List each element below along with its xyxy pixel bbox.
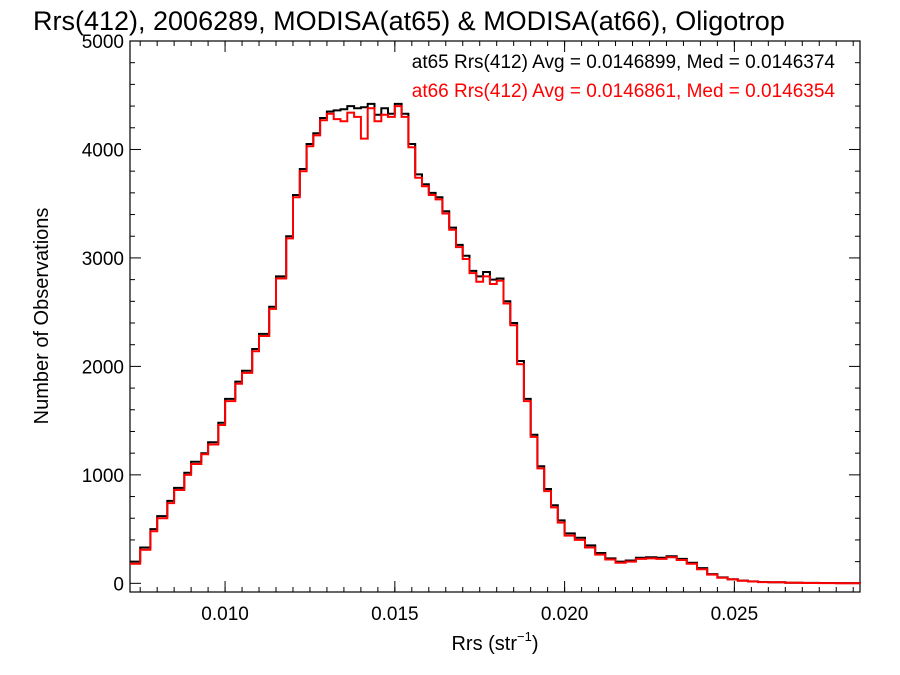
x-tick-label: 0.015 xyxy=(371,604,419,625)
y-axis-ticks: 0 1000 2000 3000 4000 5000 xyxy=(82,32,860,595)
plot-frame xyxy=(129,40,861,593)
series-line-at65 xyxy=(130,102,861,585)
y-axis-label: Number of Observations xyxy=(31,208,53,425)
x-axis-label-superscript: −1 xyxy=(517,629,532,644)
x-axis-ticks: 0.010 0.015 0.020 0.025 xyxy=(139,41,854,625)
series-layer xyxy=(130,102,861,585)
x-tick-label: 0.020 xyxy=(541,604,589,625)
x-axis-label-close: ) xyxy=(532,633,539,655)
y-tick-label: 1000 xyxy=(82,466,124,487)
series-line-at66 xyxy=(130,105,861,585)
y-tick-label: 5000 xyxy=(82,32,124,53)
x-axis-label: Rrs (str−1) xyxy=(451,629,538,655)
y-tick-label: 3000 xyxy=(82,249,124,270)
legend-text-at66: at66 Rrs(412) Avg = 0.0146861, Med = 0.0… xyxy=(412,81,836,102)
legend-text-at65: at65 Rrs(412) Avg = 0.0146899, Med = 0.0… xyxy=(412,52,836,73)
x-tick-label: 0.025 xyxy=(711,604,759,625)
chart-title: Rrs(412), 2006289, MODISA(at65) & MODISA… xyxy=(33,6,785,36)
y-tick-label: 2000 xyxy=(82,357,124,378)
x-axis-label-main: Rrs (str xyxy=(451,633,517,655)
x-tick-label: 0.010 xyxy=(201,604,249,625)
y-tick-label: 0 xyxy=(113,574,124,595)
y-tick-label: 4000 xyxy=(82,140,124,161)
